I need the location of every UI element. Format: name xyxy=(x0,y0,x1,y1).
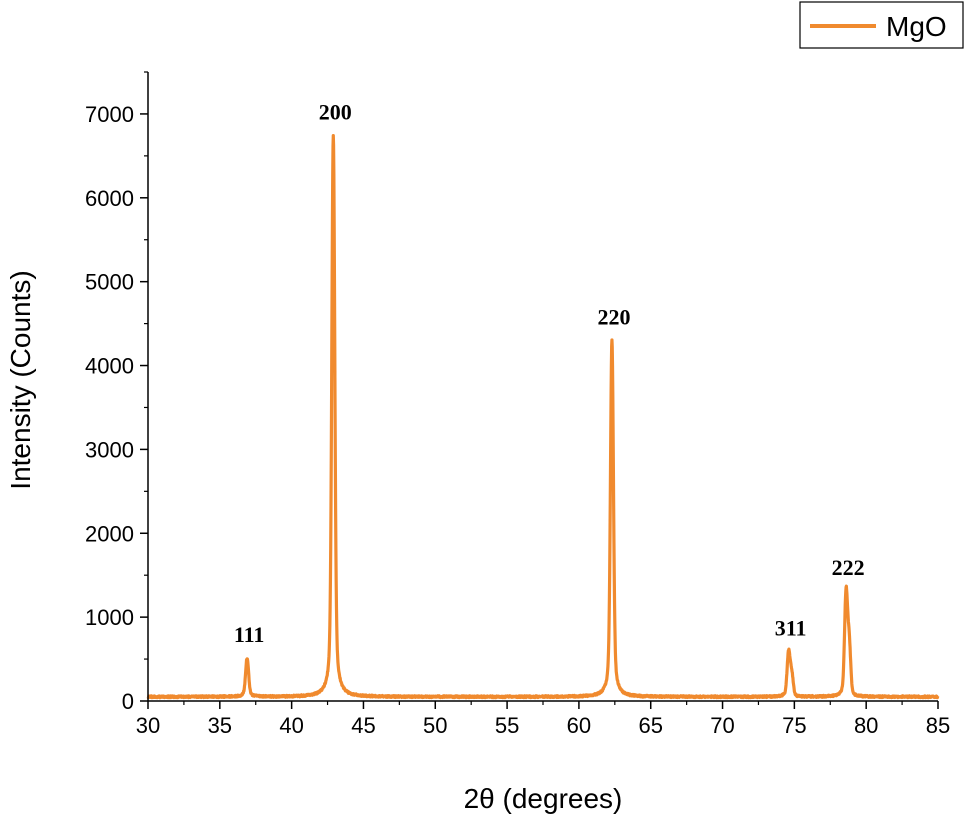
y-tick-label: 5000 xyxy=(85,270,134,295)
peak-label-220: 220 xyxy=(597,304,630,329)
x-tick-label: 30 xyxy=(136,713,160,738)
y-tick-label: 4000 xyxy=(85,354,134,379)
x-tick-label: 50 xyxy=(423,713,447,738)
x-tick-label: 55 xyxy=(495,713,519,738)
x-tick-label: 45 xyxy=(351,713,375,738)
y-tick-label: 6000 xyxy=(85,186,134,211)
peak-label-111: 111 xyxy=(234,622,265,647)
peak-label-200: 200 xyxy=(319,100,352,125)
x-tick-label: 85 xyxy=(926,713,950,738)
x-tick-label: 80 xyxy=(854,713,878,738)
x-tick-label: 40 xyxy=(279,713,303,738)
y-tick-label: 0 xyxy=(122,689,134,714)
y-tick-label: 1000 xyxy=(85,605,134,630)
x-ticks: 30 35 40 45 50 55 60 65 70 75 80 85 xyxy=(136,701,950,738)
y-ticks: 0 1000 2000 3000 4000 5000 6000 7000 xyxy=(85,71,148,714)
x-axis-title: 2θ (degrees) xyxy=(464,783,623,814)
axes xyxy=(147,72,938,702)
peak-labels: 111 200 220 311 222 xyxy=(234,100,865,647)
peak-label-311: 311 xyxy=(775,616,807,641)
x-tick-label: 70 xyxy=(710,713,734,738)
legend-box xyxy=(799,1,964,49)
peak-label-222: 222 xyxy=(832,555,865,580)
y-tick-label: 2000 xyxy=(85,521,134,546)
y-tick-label: 7000 xyxy=(85,102,134,127)
plot-area xyxy=(146,133,940,700)
y-axis-title: Intensity (Counts) xyxy=(5,270,36,489)
y-tick-label: 3000 xyxy=(85,437,134,462)
x-tick-label: 60 xyxy=(567,713,591,738)
series-line-mgo xyxy=(146,133,940,700)
x-tick-label: 35 xyxy=(208,713,232,738)
legend: MgO xyxy=(799,1,964,49)
x-tick-label: 75 xyxy=(782,713,806,738)
x-tick-label: 65 xyxy=(638,713,662,738)
legend-label-mgo: MgO xyxy=(886,11,947,42)
